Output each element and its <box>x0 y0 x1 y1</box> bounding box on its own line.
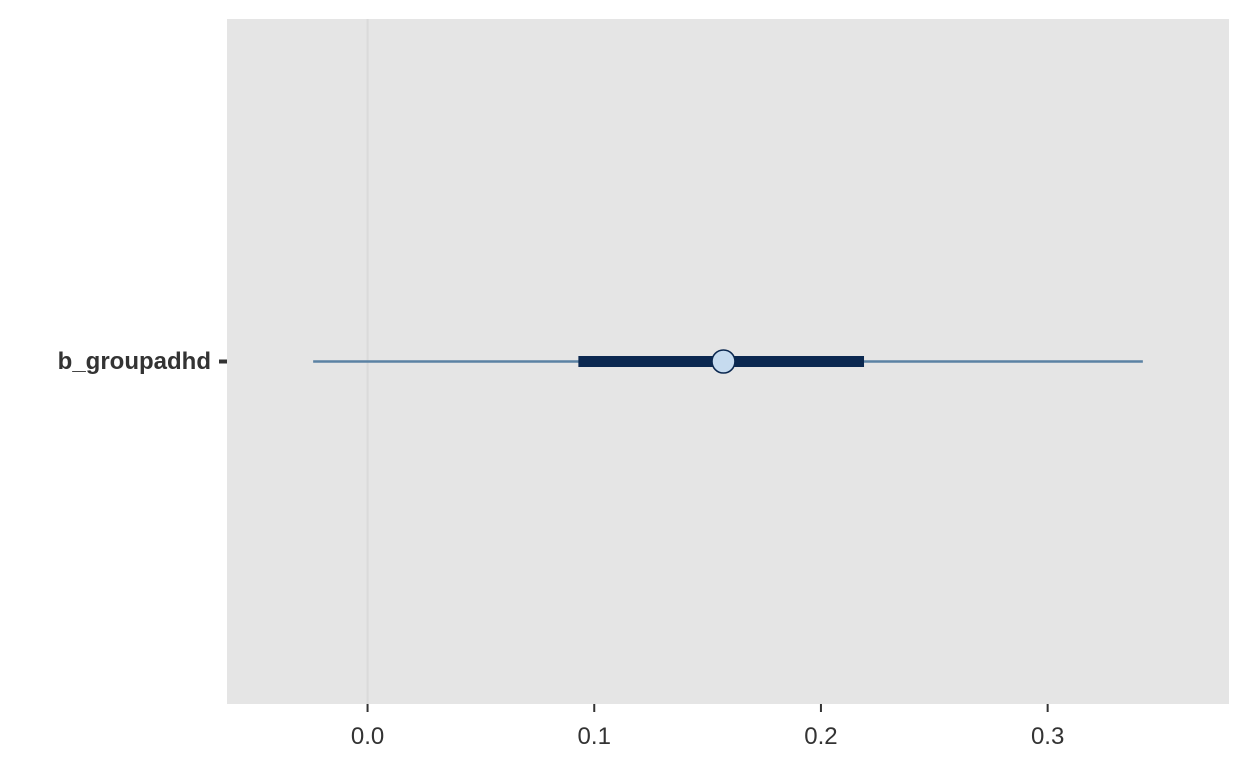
y-axis: b_groupadhd <box>58 348 227 375</box>
point-estimate-marker <box>711 349 736 374</box>
x-tick-label: 0.1 <box>578 723 611 750</box>
x-tick-label: 0.3 <box>1031 723 1064 750</box>
y-tick-label: b_groupadhd <box>58 348 211 375</box>
intervals-layer <box>313 349 1143 374</box>
x-tick-label: 0.2 <box>804 723 837 750</box>
x-tick-label: 0.0 <box>351 723 384 750</box>
x-axis: 0.0 0.1 0.2 0.3 <box>351 704 1064 750</box>
